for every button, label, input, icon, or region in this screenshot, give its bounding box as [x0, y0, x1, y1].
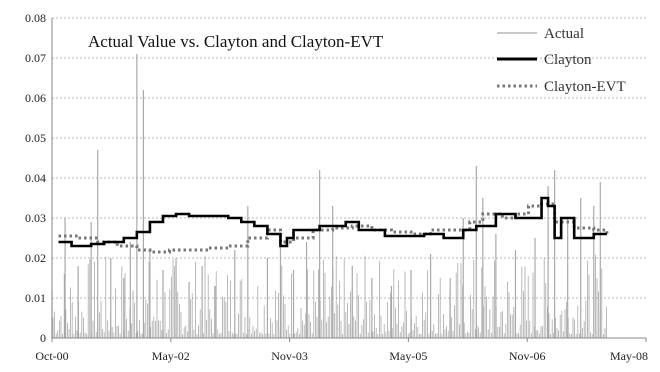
- series-clayton: [58, 196, 607, 248]
- y-tick-label: 0.02: [25, 251, 46, 265]
- x-tick-label: Nov-03: [271, 349, 308, 363]
- legend-label: Actual: [544, 26, 584, 42]
- legend-label: Clayton-EVT: [544, 79, 626, 95]
- y-tick-label: 0.05: [25, 131, 46, 145]
- y-tick-label: 0.03: [25, 211, 46, 225]
- axes: 0 0.01 0.02 0.03 0.04 0.05 0.06 0.07 0.08 Oct-00 M…: [25, 11, 648, 363]
- y-tick-label: 0.08: [25, 11, 46, 25]
- series-actual: [51, 54, 607, 338]
- chart-title: Actual Value vs. Clayton and Clayton-EVT: [88, 32, 384, 51]
- x-tick-label: May-08: [610, 349, 648, 363]
- y-tick-label: 0.01: [25, 291, 46, 305]
- gridlines: [52, 17, 646, 299]
- x-tick-label: Oct-00: [35, 349, 68, 363]
- y-tick-label: 0: [40, 331, 46, 345]
- y-tick-label: 0.06: [25, 91, 46, 105]
- x-tick-label: May-05: [389, 349, 427, 363]
- legend: Actual Clayton Clayton-EVT: [497, 26, 626, 95]
- legend-label: Clayton: [544, 52, 592, 68]
- y-tick-label: 0.04: [25, 171, 46, 185]
- y-tick-label: 0.07: [25, 51, 46, 65]
- x-tick-label: May-02: [152, 349, 190, 363]
- x-tick-label: Nov-06: [509, 349, 546, 363]
